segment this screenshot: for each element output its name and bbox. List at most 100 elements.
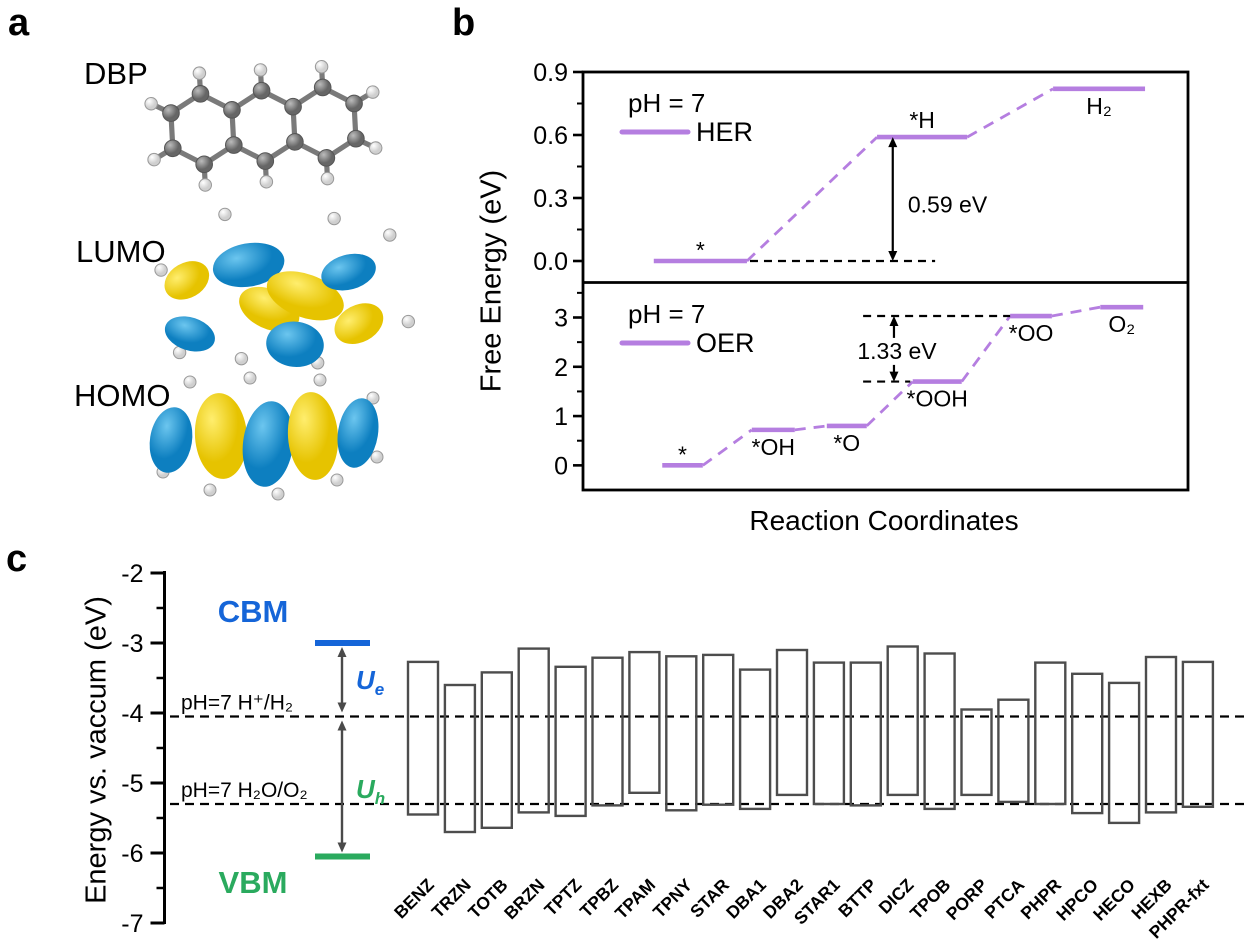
carbon-atoms xyxy=(162,78,365,174)
band-bar-TPNY xyxy=(665,655,698,812)
oer-gap-label: 1.33 eV xyxy=(857,338,937,364)
band-bar-BRZN xyxy=(517,647,550,814)
y-tick-label: 0.9 xyxy=(533,59,568,87)
band-bar-DICZ xyxy=(886,645,919,797)
band-bar-PHPR-fxt xyxy=(1181,660,1215,809)
category-label-TRZN: TRZN xyxy=(428,875,475,922)
oer-step-label: *OO xyxy=(1009,320,1054,346)
her-connector xyxy=(966,87,1054,139)
ref-line-label-1: pH=7 H₂O/O₂ xyxy=(181,779,308,802)
reaction-coordinates-axis-label: Reaction Coordinates xyxy=(749,505,1019,536)
y-tick-label: -7 xyxy=(121,910,143,938)
band-bar-DBA1 xyxy=(738,668,772,811)
her-step-label: *H xyxy=(909,107,935,133)
her-legend-label: HER xyxy=(696,117,753,147)
y-tick-label: -4 xyxy=(121,700,143,728)
y-tick-label: 0.3 xyxy=(533,185,568,213)
annotation-bg xyxy=(857,337,936,365)
oer-legend-label: OER xyxy=(696,328,755,358)
band-bar-TRZN xyxy=(443,683,477,834)
band-bar-BENZ xyxy=(406,660,440,816)
oer-connector xyxy=(960,315,1012,383)
oer-connector xyxy=(1051,305,1101,318)
category-label-BTTP: BTTP xyxy=(834,874,881,921)
band-bar-TPTZ xyxy=(554,665,587,818)
arrowhead xyxy=(337,647,347,657)
panel-a-letter: a xyxy=(8,2,30,44)
her-ph-label: pH = 7 xyxy=(628,88,705,118)
dbp-molecule-image xyxy=(144,60,383,192)
vbm-label: VBM xyxy=(219,865,288,900)
arrowhead xyxy=(889,316,899,327)
oer-step-label: *OH xyxy=(752,434,795,460)
category-label-BRZN: BRZN xyxy=(500,875,549,924)
homo-lobes xyxy=(149,392,379,487)
hydrogen-atoms xyxy=(144,60,383,192)
y-tick-label: 2 xyxy=(554,354,568,382)
potential-label-h: Uh xyxy=(356,774,385,808)
category-label-DBA1: DBA1 xyxy=(722,875,770,923)
her-step-label: H₂ xyxy=(1086,93,1112,119)
category-label-HECO: HECO xyxy=(1089,875,1139,925)
lumo-orbital-image xyxy=(154,207,416,370)
band-bar-HECO xyxy=(1107,681,1141,825)
category-label-STAR: STAR xyxy=(686,874,733,921)
potential-label-e: Ue xyxy=(356,665,384,699)
band-bar-DBA2 xyxy=(775,648,809,797)
homo-label: HOMO xyxy=(74,378,171,413)
band-bar-STAR1 xyxy=(812,661,846,806)
band-bar-TPAM xyxy=(628,650,661,794)
cbm-label: CBM xyxy=(218,594,289,629)
arrowhead xyxy=(337,842,347,853)
oer-step-label: O₂ xyxy=(1108,311,1135,337)
band-bar-PHPR xyxy=(1034,661,1067,806)
her-gap-label: 0.59 eV xyxy=(908,192,988,218)
oer-ph-label: pH = 7 xyxy=(628,299,705,329)
y-tick-label: 3 xyxy=(554,305,568,333)
band-bar-TPOB xyxy=(923,652,956,811)
category-label-TPNY: TPNY xyxy=(649,874,696,921)
band-bar-TPBZ xyxy=(591,656,624,807)
oer-connector xyxy=(865,380,914,427)
y-tick-label: -3 xyxy=(121,630,143,658)
dbp-label: DBP xyxy=(84,56,148,91)
y-tick-label: -6 xyxy=(121,840,143,868)
arrowhead xyxy=(337,720,347,731)
bands-diagram: -2 -3 -4 -5 -6 -7 pH=7 H⁺/H₂ pH=7 H₂O/O₂ CBM VBM U… xyxy=(121,560,1245,940)
arrowhead xyxy=(888,251,898,261)
category-label-TPTZ: TPTZ xyxy=(540,874,585,919)
band-bar-STAR xyxy=(702,653,735,806)
lumo-h-atoms xyxy=(154,207,416,370)
band-bar-PTCA xyxy=(997,698,1030,804)
band-bar-HEXB xyxy=(1144,655,1178,814)
category-label-PTCA: PTCA xyxy=(980,874,1028,922)
category-label-TPAM: TPAM xyxy=(611,875,659,923)
arrowhead xyxy=(888,137,898,148)
category-label-BENZ: BENZ xyxy=(390,874,438,922)
lumo-lobes xyxy=(164,242,384,367)
y-tick-label: 0.6 xyxy=(533,122,568,150)
y-tick-label: -2 xyxy=(121,560,143,588)
band-bar-PORP xyxy=(960,708,993,797)
her-connector xyxy=(745,136,878,263)
panel-b-frame xyxy=(581,70,1190,492)
oer-connector xyxy=(794,424,827,432)
arrowhead xyxy=(337,702,347,713)
lumo-label: LUMO xyxy=(76,234,166,269)
y-tick-label: 0 xyxy=(554,452,568,480)
oer-connector xyxy=(701,428,753,467)
oer-step-label: *O xyxy=(833,430,860,456)
category-label-TOTB: TOTB xyxy=(464,875,512,923)
category-label-PORP: PORP xyxy=(942,874,991,923)
band-bar-HPCO xyxy=(1070,672,1104,815)
band-bar-BTTP xyxy=(849,661,882,807)
ref-line-label-0: pH=7 H⁺/H₂ xyxy=(181,692,293,715)
her-step-label: * xyxy=(696,237,705,263)
homo-h-atoms xyxy=(156,371,384,501)
y-tick-label: 1 xyxy=(554,403,568,431)
